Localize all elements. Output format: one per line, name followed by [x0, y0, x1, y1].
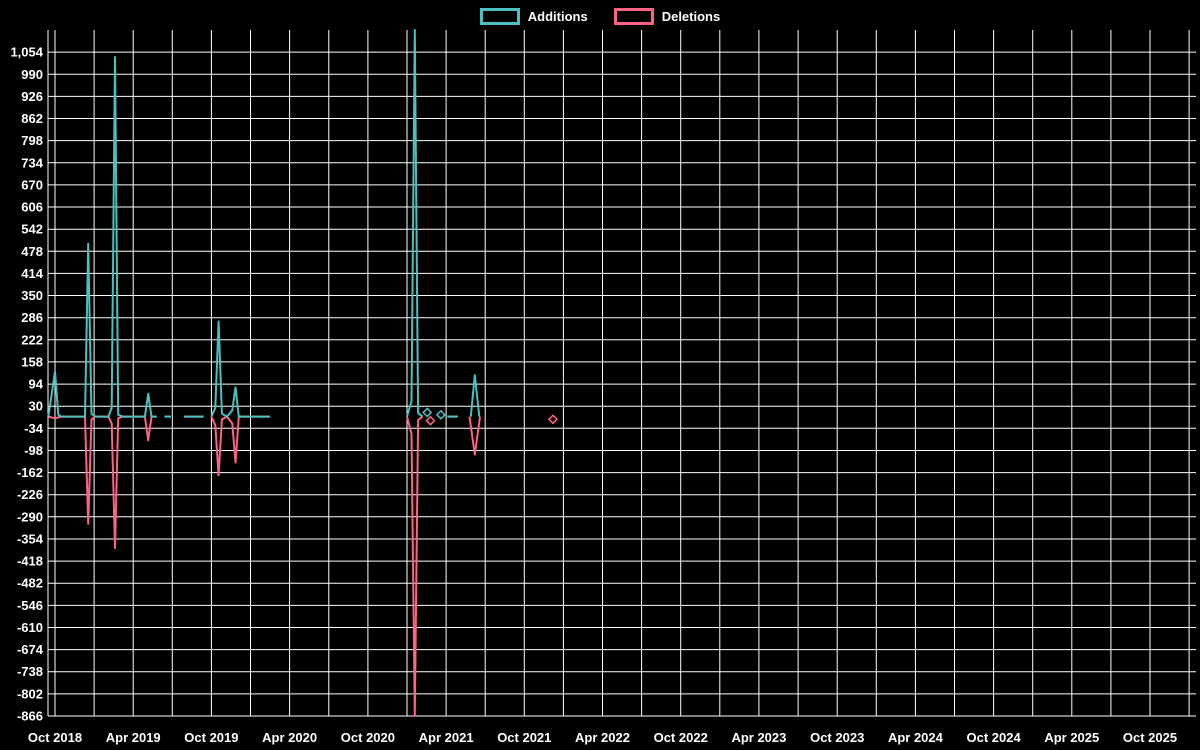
deletions-point-marker	[425, 415, 436, 426]
deletions-line	[48, 415, 157, 549]
legend-item-deletions[interactable]: Deletions	[613, 8, 721, 25]
y-tick-label: -674	[17, 642, 44, 657]
y-tick-label: -290	[17, 509, 43, 524]
additions-point-marker	[435, 409, 446, 420]
y-tick-label: -418	[17, 554, 43, 569]
y-tick-label: 606	[21, 200, 43, 215]
chart-legend: Additions Deletions	[0, 8, 1200, 25]
y-tick-label: 798	[21, 133, 43, 148]
deletions-line	[468, 416, 481, 456]
legend-item-additions[interactable]: Additions	[479, 8, 588, 25]
x-axis-label: Apr 2022	[575, 730, 630, 745]
y-tick-label: -226	[17, 487, 43, 502]
additions-swatch-icon	[479, 8, 520, 25]
y-tick-label: 94	[29, 377, 44, 392]
legend-label-deletions: Deletions	[661, 9, 721, 24]
additions-line	[469, 374, 481, 417]
y-tick-label: 350	[21, 288, 43, 303]
y-tick-label: -354	[17, 532, 44, 547]
y-tick-label: 734	[21, 155, 43, 170]
x-axis-label: Oct 2019	[184, 730, 238, 745]
additions-line	[406, 29, 424, 418]
y-tick-label: -162	[17, 465, 43, 480]
y-tick-label: -482	[17, 576, 43, 591]
y-tick-label: -610	[17, 620, 43, 635]
x-axis-label: Apr 2020	[262, 730, 317, 745]
legend-label-additions: Additions	[527, 9, 588, 24]
y-tick-label: 862	[21, 111, 43, 126]
y-tick-label: 926	[21, 89, 43, 104]
y-tick-label: -98	[24, 443, 43, 458]
y-tick-label: 990	[21, 67, 43, 82]
y-tick-label: -546	[17, 598, 43, 613]
x-axis-label: Oct 2020	[341, 730, 395, 745]
x-axis-label: Oct 2025	[1123, 730, 1177, 745]
y-tick-label: -802	[17, 686, 43, 701]
y-tick-label: 478	[21, 244, 43, 259]
y-tick-label: 30	[29, 399, 43, 414]
y-tick-label: 670	[21, 177, 43, 192]
additions-line	[210, 320, 271, 418]
x-axis-label: Apr 2025	[1044, 730, 1099, 745]
x-axis-label: Apr 2019	[106, 730, 161, 745]
deletions-swatch-icon	[613, 8, 654, 25]
x-axis-label: Oct 2021	[497, 730, 551, 745]
y-tick-label: -738	[17, 664, 43, 679]
y-tick-label: -866	[17, 709, 43, 724]
deletions-point-marker	[547, 414, 559, 425]
x-axis-label: Apr 2024	[888, 730, 944, 745]
deletions-line	[210, 415, 271, 477]
x-axis-label: Oct 2022	[654, 730, 708, 745]
y-tick-label: -34	[24, 421, 44, 436]
x-axis-label: Apr 2021	[419, 730, 474, 745]
y-tick-label: 158	[21, 354, 43, 369]
x-axis-label: Oct 2024	[966, 730, 1021, 745]
x-axis-label: Oct 2023	[810, 730, 864, 745]
y-tick-label: 222	[21, 332, 43, 347]
y-tick-label: 542	[21, 222, 43, 237]
additions-point-marker	[422, 407, 433, 418]
y-tick-label: 414	[21, 266, 43, 281]
x-axis-label: Oct 2018	[28, 730, 82, 745]
additions-line	[47, 56, 157, 418]
deletions-line	[406, 415, 424, 717]
y-tick-label: 1,054	[10, 45, 43, 60]
y-tick-label: 286	[21, 310, 43, 325]
x-axis-label: Apr 2023	[731, 730, 786, 745]
